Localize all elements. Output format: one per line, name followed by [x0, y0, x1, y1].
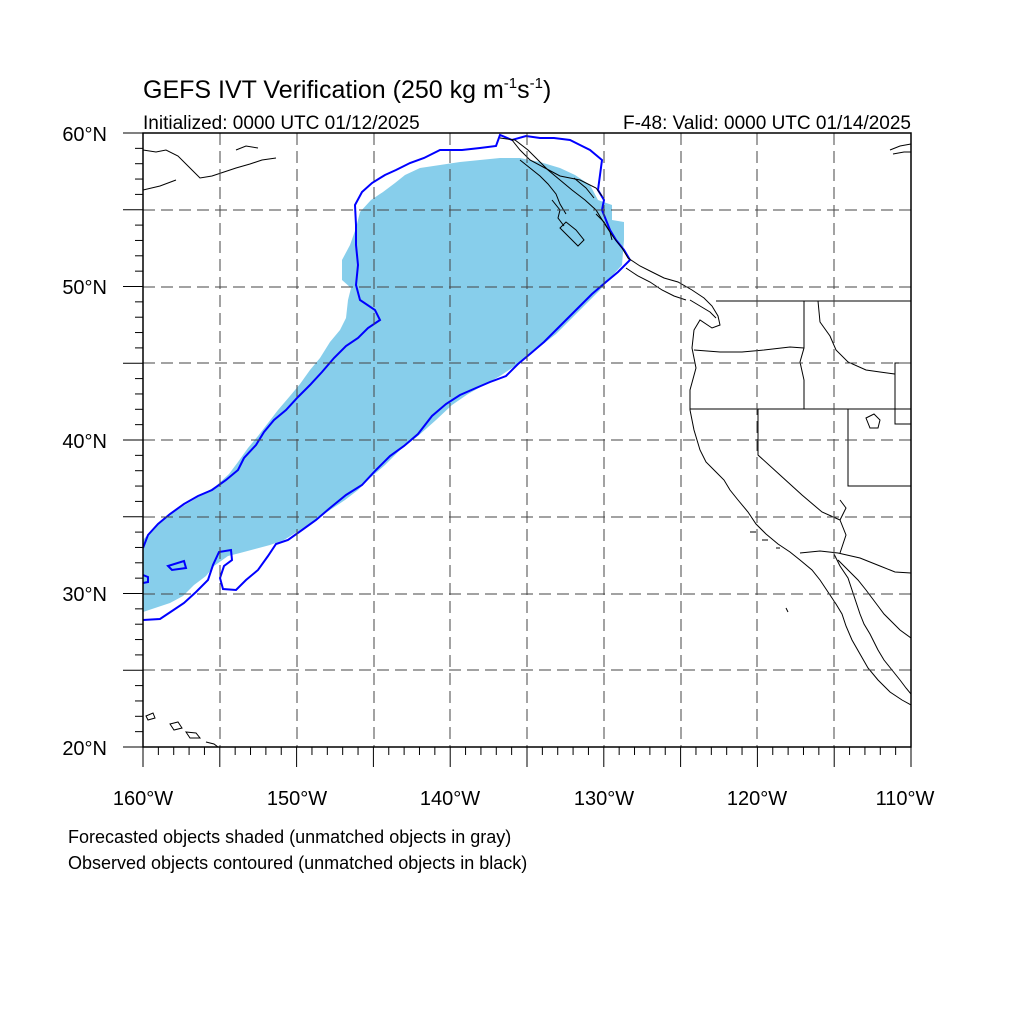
forecast-ivt-object [143, 158, 624, 612]
lat-label-30: 30°N [62, 584, 107, 606]
lon-label-140w: 140°W [420, 788, 480, 810]
alaska-coastline [143, 145, 277, 191]
lat-label-20: 20°N [62, 738, 107, 760]
lat-label-50: 50°N [62, 277, 107, 299]
channel-islands [750, 531, 789, 613]
lon-label-110w: 110°W [876, 788, 935, 810]
northeast-coastline [889, 143, 911, 155]
lat-label-60: 60°N [62, 124, 107, 146]
great-salt-lake [865, 413, 881, 429]
lat-label-40: 40°N [62, 431, 107, 453]
gulf-of-california-coast [837, 559, 911, 639]
lon-label-120w: 120°W [727, 788, 787, 810]
lon-label-160w: 160°W [113, 788, 173, 810]
latitude-labels: 60°N 50°N 40°N 30°N 20°N [62, 124, 107, 760]
political-boundaries [511, 139, 911, 574]
axis-ticks [123, 132, 912, 767]
lon-label-150w: 150°W [267, 788, 327, 810]
graticule [143, 133, 911, 747]
footnote-forecast: Forecasted objects shaded (unmatched obj… [68, 827, 511, 847]
hawaii-islands [145, 712, 219, 747]
observed-ivt-contour-edge [143, 574, 149, 584]
valid-time-label: F-48: Valid: 0000 UTC 01/14/2025 [623, 113, 911, 134]
map-title: GEFS IVT Verification (250 kg m-1s-1) [143, 75, 551, 104]
baja-coastline [833, 553, 911, 695]
footnote-observed: Observed objects contoured (unmatched ob… [68, 853, 527, 873]
observed-ivt-contour-small [166, 559, 188, 572]
lon-label-130w: 130°W [574, 788, 634, 810]
initialized-label: Initialized: 0000 UTC 01/12/2025 [143, 113, 420, 134]
bc-archipelago [519, 159, 717, 319]
longitude-labels: 160°W 150°W 140°W 130°W 120°W 110°W [113, 788, 935, 810]
